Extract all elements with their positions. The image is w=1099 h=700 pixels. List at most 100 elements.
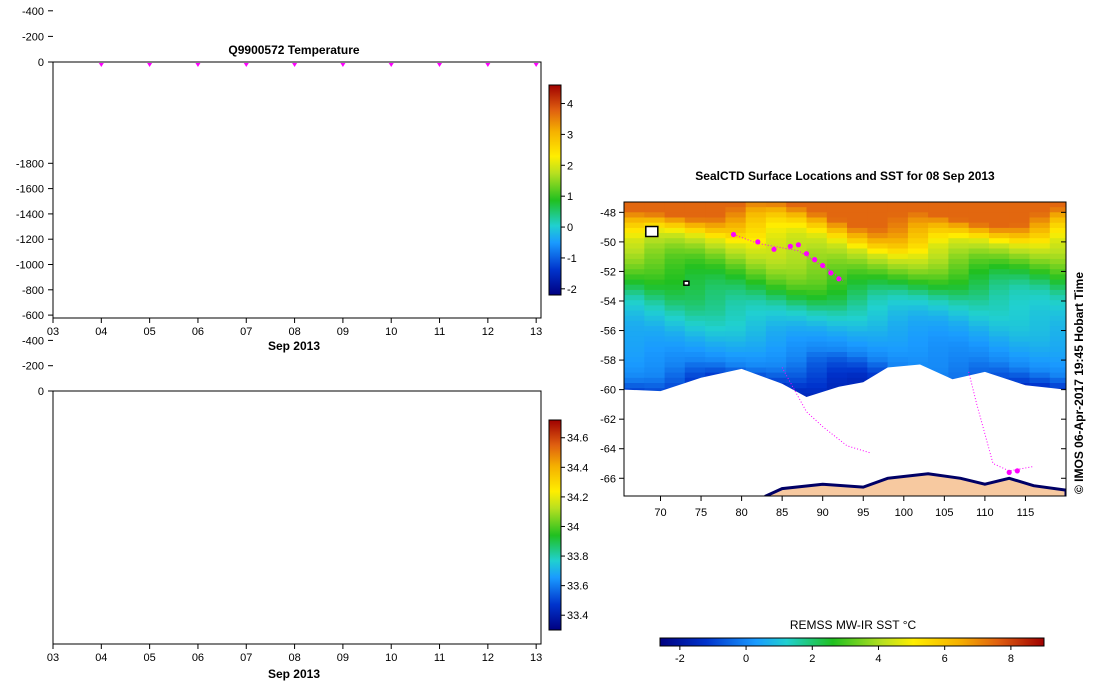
sst-block-333 <box>684 279 706 286</box>
sst-block-2 <box>664 202 686 208</box>
sst-block-672 <box>867 357 889 363</box>
sst-block-720 <box>948 367 970 374</box>
sst-block-310 <box>664 274 686 281</box>
sst-block-548 <box>1029 326 1051 332</box>
sst-block-100 <box>867 222 889 229</box>
y-tick-label: -600 <box>22 310 44 322</box>
sst-block-436 <box>989 300 1010 306</box>
sst-block-287 <box>644 269 666 275</box>
sst-block-365 <box>887 284 909 291</box>
sst-block-510 <box>705 320 726 327</box>
sst-block-497 <box>887 315 909 322</box>
sst-block-353 <box>644 284 666 291</box>
sst-block-22 <box>624 207 645 213</box>
sst-block-755 <box>765 377 787 384</box>
sst-block-446 <box>745 305 767 312</box>
x-tick-label: 08 <box>288 652 300 664</box>
sst-block-284 <box>1029 264 1051 270</box>
sst-block-147 <box>928 233 949 239</box>
sst-block-264 <box>624 264 645 270</box>
sst-block-532 <box>705 326 726 332</box>
sst-block-598 <box>705 341 726 348</box>
lat-tick-label: -64 <box>600 444 616 456</box>
sst-block-325 <box>968 274 990 281</box>
sst-block-736 <box>826 372 848 379</box>
sst-block-220 <box>624 253 645 260</box>
sst-block-281 <box>968 264 990 270</box>
cb-tick-label: 3 <box>567 129 573 141</box>
sst-block-623 <box>765 346 787 353</box>
sst-block-716 <box>867 367 889 374</box>
sst-block-758 <box>826 377 848 384</box>
sst-block-91 <box>684 222 706 229</box>
sst-block-419 <box>644 300 666 306</box>
sst-block-88 <box>624 222 645 229</box>
sst-block-370 <box>989 284 1010 291</box>
sst-block-199 <box>644 248 666 255</box>
sst-block-435 <box>968 300 990 306</box>
sst-block-336 <box>745 279 767 286</box>
sst-block-369 <box>968 284 990 291</box>
sst-block-53 <box>806 212 828 219</box>
sst-block-780 <box>826 383 848 389</box>
sst-block-403 <box>765 295 787 301</box>
sst-block-407 <box>847 295 868 301</box>
sst-block-385 <box>847 289 868 296</box>
sst-block-473 <box>847 310 868 317</box>
sst-block-494 <box>826 315 848 322</box>
surface-location-2 <box>771 246 777 252</box>
sst-block-142 <box>826 233 848 239</box>
sst-block-601 <box>765 341 787 348</box>
sst-block-182 <box>745 243 767 250</box>
sst-block-361 <box>806 284 828 291</box>
sst-block-383 <box>806 289 828 296</box>
sst-block-610 <box>948 341 970 348</box>
sst-block-57 <box>887 212 909 219</box>
sst-block-196 <box>1029 243 1051 250</box>
sst-block-323 <box>928 274 949 281</box>
sst-block-158 <box>705 238 726 244</box>
sst-block-232 <box>867 253 889 260</box>
sst-cb-tick-label: 2 <box>809 653 815 665</box>
sst-block-472 <box>826 310 848 317</box>
lat-tick-label: -62 <box>600 414 616 426</box>
sst-block-724 <box>1029 367 1051 374</box>
sst-block-134 <box>664 233 686 239</box>
sst-block-312 <box>705 274 726 281</box>
sst-block-191 <box>928 243 949 250</box>
sst-block-332 <box>664 279 686 286</box>
sst-block-414 <box>989 295 1010 301</box>
sst-block-285 <box>1049 264 1066 270</box>
sst-block-471 <box>806 310 828 317</box>
sst-block-592 <box>1029 336 1051 343</box>
sst-block-517 <box>847 320 868 327</box>
sst-block-172 <box>989 238 1010 244</box>
sst-block-687 <box>725 362 747 369</box>
profile-marker-8 <box>485 63 491 67</box>
map-lat-axis: -48 -50 -52 -54 -56 -58 -60 -62 -64 -66 <box>600 207 1066 485</box>
sst-block-469 <box>765 310 787 317</box>
sst-block-120 <box>826 227 848 234</box>
sst-block-576 <box>705 336 726 343</box>
sst-block-462 <box>624 310 645 317</box>
sst-block-86 <box>1029 217 1051 224</box>
sst-block-533 <box>725 326 747 332</box>
sst-block-698 <box>948 362 970 369</box>
sst-block-144 <box>867 233 889 239</box>
sst-block-486 <box>664 315 686 322</box>
sst-block-658 <box>1029 352 1051 358</box>
x-tick-label: 04 <box>95 326 107 338</box>
sst-block-562 <box>867 331 889 338</box>
lon-tick-label: 90 <box>817 507 829 519</box>
sst-block-41 <box>1009 207 1031 213</box>
sst-block-675 <box>928 357 949 363</box>
sst-block-241 <box>1049 253 1066 260</box>
sst-block-187 <box>847 243 868 250</box>
sst-block-16 <box>948 202 970 208</box>
sst-block-80 <box>907 217 929 224</box>
sst-block-272 <box>786 264 808 270</box>
sst-cb-tick-label: 0 <box>743 653 749 665</box>
sst-block-719 <box>928 367 949 374</box>
sst-block-289 <box>684 269 706 275</box>
sst-block-599 <box>725 341 747 348</box>
